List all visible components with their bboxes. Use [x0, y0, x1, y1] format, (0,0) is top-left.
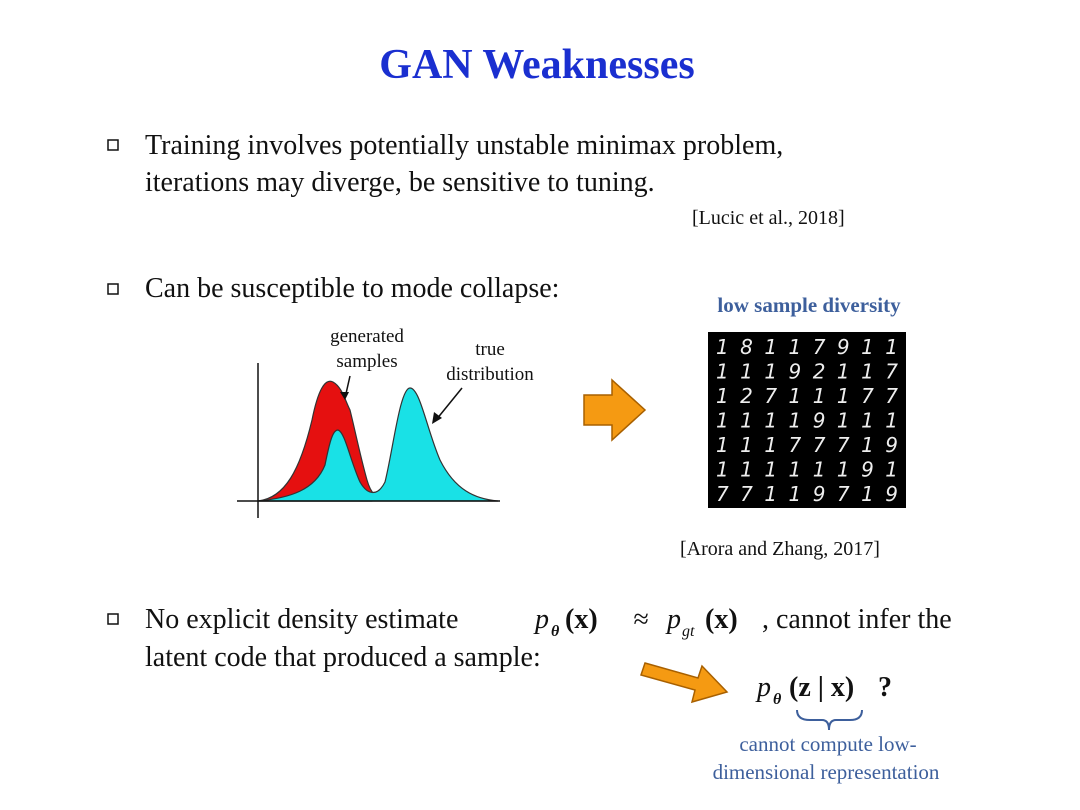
math: (x) — [705, 604, 738, 635]
pointer-head — [432, 412, 442, 424]
bullet-marker — [107, 283, 119, 295]
note: cannot compute low- — [739, 732, 916, 756]
math: ≈ — [633, 604, 648, 635]
pointer — [435, 387, 463, 421]
math: ? — [878, 672, 892, 703]
sample-grid — [708, 332, 906, 508]
caption: low sample diversity — [717, 293, 901, 317]
figure-label: true — [475, 339, 505, 360]
math-subscript: gt — [682, 623, 695, 640]
brace — [796, 709, 863, 731]
arrow — [640, 662, 729, 704]
math: p — [533, 604, 549, 635]
arrow — [583, 378, 647, 442]
true-density — [257, 387, 499, 502]
math: (x) — [565, 604, 598, 635]
bullet-text: iterations may diverge, be sensitive to … — [145, 167, 655, 198]
bullet-text: Training involves potentially unstable m… — [145, 130, 783, 161]
title: GAN Weaknesses — [379, 42, 694, 88]
figure-label: generated — [330, 326, 404, 347]
distribution-plot — [237, 363, 500, 518]
math: p — [755, 672, 771, 703]
figure-label: samples — [336, 351, 397, 372]
bullet-text: , cannot infer the — [762, 604, 952, 635]
math: (z | x) — [789, 672, 854, 703]
citation: [Arora and Zhang, 2017] — [680, 538, 880, 560]
bullet-marker — [107, 139, 119, 151]
math: p — [665, 604, 681, 635]
math-subscript: θ — [773, 691, 782, 708]
pointer-head — [340, 392, 349, 400]
note: dimensional representation — [713, 760, 940, 784]
bullet-marker — [107, 613, 119, 625]
bullet-text: Can be susceptible to mode collapse: — [145, 273, 559, 304]
math-subscript: θ — [551, 623, 560, 640]
bullet-text: No explicit density estimate — [145, 604, 458, 635]
figure-label: distribution — [446, 364, 534, 385]
citation: [Lucic et al., 2018] — [692, 207, 845, 229]
bullet-text: latent code that produced a sample: — [145, 642, 541, 673]
